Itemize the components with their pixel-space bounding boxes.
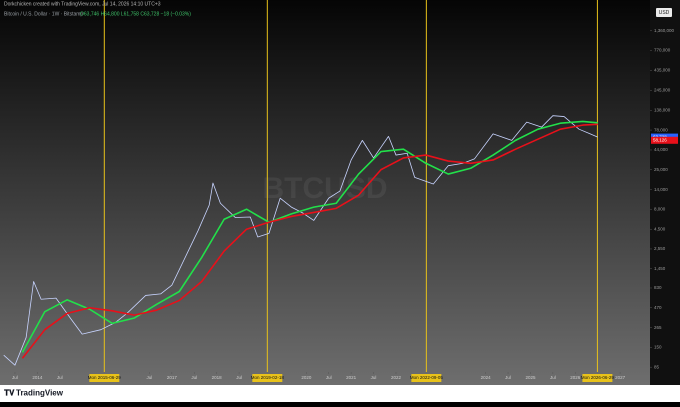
- y-tick-label: 245,000: [654, 87, 671, 92]
- footer: [0, 385, 680, 402]
- watermark: BTCUSD: [263, 172, 388, 205]
- x-tick-label: 2025: [525, 375, 536, 380]
- y-tick-label: 265: [654, 325, 662, 330]
- x-tick-label: 2017: [167, 375, 178, 380]
- y-tick-label: 1,450: [654, 266, 666, 271]
- x-tick-label: Jul: [326, 375, 332, 380]
- date-marker-box: [582, 374, 613, 382]
- y-tick-label: 2,550: [654, 246, 666, 251]
- date-marker-box: [252, 374, 283, 382]
- moving-average: [21, 123, 598, 359]
- date-marker-label: Mon 2015-06-29: [88, 375, 122, 380]
- x-tick-label: 2026: [570, 375, 581, 380]
- y-tick-label: 4,500: [654, 226, 666, 231]
- x-tick-label: 2027: [615, 375, 626, 380]
- y-tick-label: 435,000: [654, 68, 671, 73]
- y-tick-label: 44,000: [654, 147, 668, 152]
- date-marker-label: Mon 2026-06-29: [581, 375, 615, 380]
- date-marker-label: Mon 2019-02-18: [251, 375, 285, 380]
- y-tick-label: 1,360,000: [654, 28, 675, 33]
- x-tick-label: Jul: [12, 375, 18, 380]
- x-tick-label: 2022: [391, 375, 402, 380]
- y-tick-label: 770,000: [654, 48, 671, 53]
- x-tick-label: Jul: [191, 375, 197, 380]
- currency-badge: [656, 8, 672, 17]
- y-tick-label: 85: [654, 364, 660, 369]
- y-tick-label: 78,000: [654, 127, 668, 132]
- date-marker-box: [411, 374, 442, 382]
- date-marker-label: Mon 2022-09-05: [410, 375, 444, 380]
- x-tick-label: 2020: [301, 375, 312, 380]
- x-tick-label: Jul: [371, 375, 377, 380]
- price-label: 58,126: [653, 137, 667, 142]
- x-tick-label: Jul: [505, 375, 511, 380]
- moving-average: [21, 120, 598, 353]
- y-tick-label: 8,000: [654, 206, 666, 211]
- y-tick-label: 138,000: [654, 107, 671, 112]
- x-tick-label: 2024: [481, 375, 492, 380]
- y-tick-label: 25,000: [654, 167, 668, 172]
- y-tick-label: 830: [654, 285, 662, 290]
- price-axis: [650, 0, 680, 385]
- x-tick-label: 2018: [212, 375, 223, 380]
- x-tick-label: Jul: [147, 375, 153, 380]
- symbol: Bitcoin / U.S. Dollar · 1W · Bitstamp: [4, 11, 83, 17]
- currency: USD: [659, 10, 670, 16]
- y-tick-label: 150: [654, 345, 662, 350]
- x-tick-label: 2021: [346, 375, 357, 380]
- x-tick-label: Jul: [236, 375, 242, 380]
- price-line: [3, 115, 598, 366]
- footer-logo: 𝐓𝐕: [4, 389, 15, 398]
- header-title: Dorkchicken created with TradingView.com…: [4, 1, 161, 7]
- y-tick-label: 470: [654, 305, 662, 310]
- y-tick-label: 14,000: [654, 187, 668, 192]
- x-tick-label: Jul: [550, 375, 556, 380]
- x-tick-label: 2014: [32, 375, 43, 380]
- price-label-box: [651, 136, 678, 144]
- ohlc: O63,746 H64,800 L61,758 C63,728 −18 (−0.…: [80, 11, 191, 17]
- x-tick-label: Jul: [57, 375, 63, 380]
- price-label: 63,728: [653, 134, 667, 139]
- date-marker-box: [89, 374, 120, 382]
- footer-brand: TradingView: [16, 389, 64, 398]
